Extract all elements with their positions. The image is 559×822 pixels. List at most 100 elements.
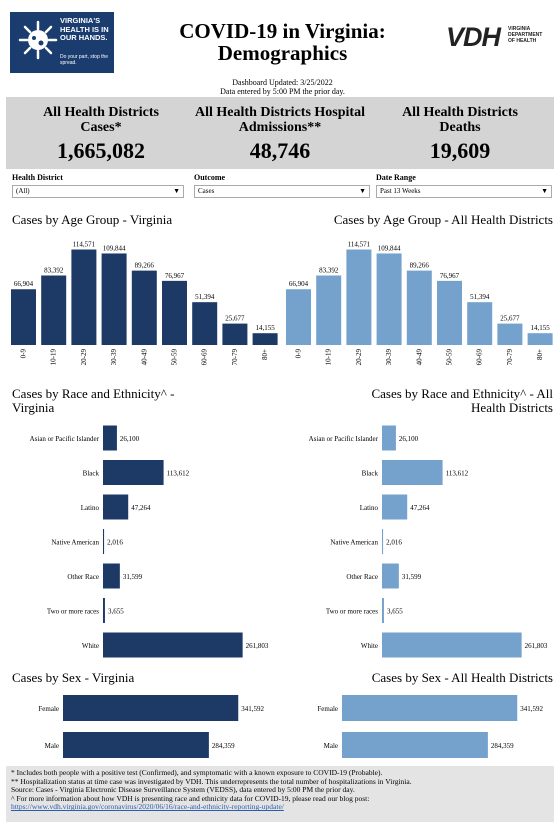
data-label: 31,599 — [123, 573, 143, 581]
tick-label: 50-59 — [171, 349, 179, 366]
date-range-select[interactable]: Past 13 Weeks ▼ — [376, 185, 552, 198]
stat-deaths-label: All Health Districts Deaths — [402, 105, 518, 135]
tick-label: Other Race — [346, 573, 378, 581]
bar — [527, 333, 553, 345]
chevron-down-icon: ▼ — [173, 187, 180, 195]
tick-label: 10-19 — [325, 349, 333, 366]
bar — [63, 732, 209, 758]
data-label: 83,392 — [319, 267, 339, 275]
data-label: 25,677 — [225, 315, 245, 323]
data-label: 109,844 — [378, 244, 401, 252]
tick-label: 50-59 — [446, 349, 454, 366]
tick-label: 0-9 — [295, 349, 303, 359]
age-chart-virginia: 66,904 0-9 83,392 10-19 114,571 20-29 109,844 3… — [11, 241, 278, 366]
sex-chart-districts: Female 341,592 Male 284,359 — [317, 695, 544, 758]
data-label: 284,359 — [491, 742, 514, 750]
footnote-1: * Includes both people with a positive t… — [11, 768, 383, 777]
data-label: 3,655 — [108, 608, 124, 616]
age-virginia-title: Cases by Age Group - Virginia — [12, 212, 173, 227]
health-district-select[interactable]: (All) ▼ — [12, 185, 184, 198]
data-label: 2,016 — [386, 539, 402, 547]
virus-icon — [18, 20, 58, 60]
bar — [222, 323, 248, 345]
stat-cases-label: All Health Districts Cases* — [43, 105, 159, 135]
bar — [382, 425, 396, 451]
data-label: 47,264 — [131, 504, 151, 512]
filter-date-range-label: Date Range — [376, 173, 416, 182]
bar — [103, 494, 129, 520]
title-line-2: Demographics — [217, 41, 348, 65]
footnote-3: ^ For more information about how VDH is … — [11, 793, 370, 803]
bar — [103, 460, 164, 485]
footnotes: * Includes both people with a positive t… — [6, 766, 554, 822]
filter-date-range: Date Range Past 13 Weeks ▼ — [376, 173, 552, 198]
bar — [467, 302, 493, 345]
tick-label: 70-79 — [231, 349, 239, 366]
chevron-down-icon: ▼ — [359, 187, 366, 195]
tick-label: Native American — [51, 539, 99, 547]
page-title: COVID-19 in Virginia: Demographics — [130, 20, 435, 64]
tick-label: 60-69 — [476, 349, 484, 366]
tick-label: Other Race — [67, 573, 99, 581]
filter-health-district: Health District (All) ▼ — [12, 173, 184, 198]
tick-label: White — [361, 642, 378, 650]
data-label: 14,155 — [255, 324, 275, 332]
data-label: 261,803 — [246, 642, 269, 650]
outcome-value: Cases — [198, 187, 215, 195]
data-label: 25,677 — [500, 315, 520, 323]
tick-label: 30-39 — [110, 349, 118, 366]
tick-label: White — [82, 642, 99, 650]
bar — [316, 275, 342, 345]
stat-hospital: All Health Districts Hospital Admissions… — [190, 105, 370, 164]
tick-label: 70-79 — [506, 349, 514, 366]
bar — [103, 598, 105, 623]
data-label: 26,100 — [120, 435, 140, 443]
data-label: 26,100 — [399, 435, 419, 443]
data-label: 3,655 — [387, 608, 403, 616]
date-range-value: Past 13 Weeks — [380, 187, 421, 195]
tick-label: Black — [362, 470, 379, 478]
bar — [63, 695, 239, 721]
tick-label: Two or more races — [47, 608, 99, 616]
tick-label: 40-49 — [140, 349, 148, 366]
stat-deaths-value: 19,609 — [429, 138, 491, 163]
bar — [103, 563, 120, 589]
data-label: 76,967 — [165, 272, 185, 280]
bar — [252, 333, 278, 345]
logo-subtext: Do your part, stop the spread. — [60, 54, 109, 66]
logo-text: VIRGINIA'S HEALTH IS IN OUR HANDS. — [60, 16, 109, 42]
filter-outcome: Outcome Cases ▼ — [194, 173, 370, 198]
data-label: 31,599 — [402, 573, 422, 581]
sex-virginia-title: Cases by Sex - Virginia — [12, 670, 135, 685]
stat-deaths: All Health Districts Deaths 19,609 — [370, 105, 550, 164]
tick-label: Female — [38, 705, 59, 713]
bar — [382, 529, 384, 554]
data-entered-note: Data entered by 5:00 PM the prior day. — [220, 87, 345, 96]
bar — [11, 289, 36, 345]
outcome-select[interactable]: Cases ▼ — [194, 185, 370, 198]
data-label: 113,612 — [167, 470, 190, 478]
bar — [342, 695, 518, 721]
data-label: 341,592 — [520, 705, 543, 713]
bar — [382, 632, 522, 658]
data-label: 66,904 — [14, 280, 34, 288]
tick-label: Latino — [81, 504, 100, 512]
tick-label: 80+ — [261, 349, 269, 360]
bar — [103, 632, 243, 658]
data-label: 89,266 — [410, 262, 430, 270]
data-label: 89,266 — [135, 262, 155, 270]
stat-hospital-value: 48,746 — [249, 138, 311, 163]
data-label: 51,394 — [470, 293, 490, 301]
bar — [71, 249, 97, 345]
race-chart-districts: Asian or Pacific Islander 26,100 Black 113,… — [309, 425, 548, 658]
tick-label: 60-69 — [201, 349, 209, 366]
health-district-value: (All) — [16, 187, 30, 195]
tick-label: 80+ — [536, 349, 544, 360]
data-label: 341,592 — [241, 705, 264, 713]
virginia-health-logo: VIRGINIA'S HEALTH IS IN OUR HANDS. Do yo… — [10, 12, 114, 73]
blog-post-link[interactable]: https://www.vdh.virginia.gov/coronavirus… — [11, 802, 284, 812]
bar — [286, 289, 311, 345]
tick-label: Native American — [330, 539, 378, 547]
data-label: 83,392 — [44, 267, 64, 275]
header: VIRGINIA'S HEALTH IS IN OUR HANDS. Do yo… — [0, 0, 559, 100]
